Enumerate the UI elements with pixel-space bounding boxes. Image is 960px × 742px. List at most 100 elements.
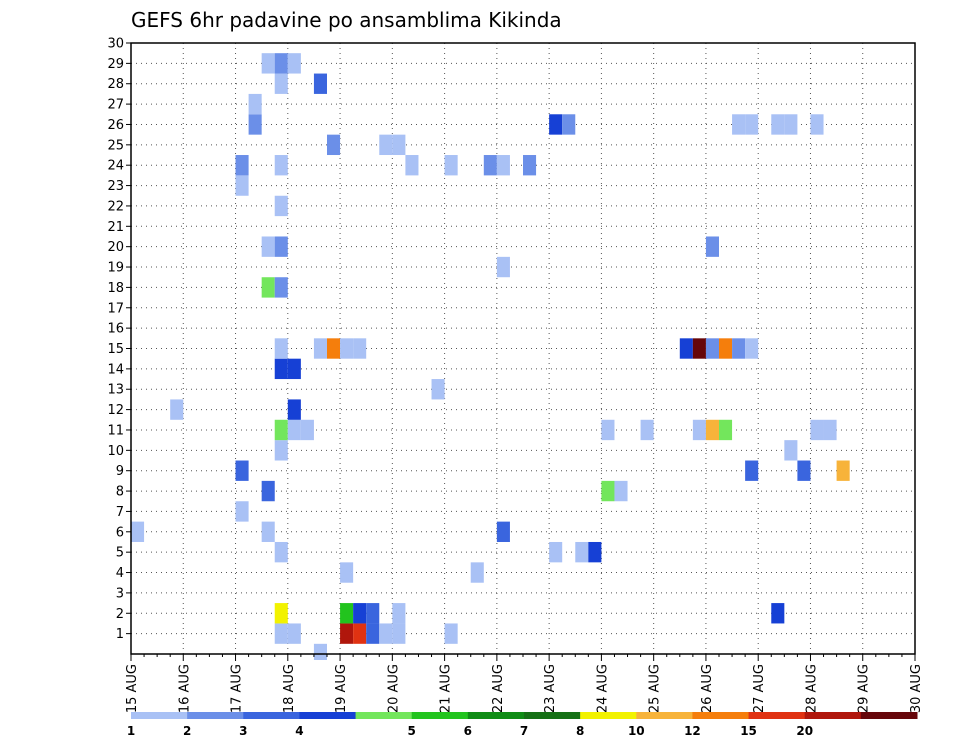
y-tick-label: 1 — [116, 627, 124, 642]
precip-cell — [562, 114, 576, 135]
x-tick-label: 27 AUG — [752, 664, 767, 713]
precip-cell — [614, 480, 628, 502]
precip-cell — [431, 379, 445, 400]
colorbar-segment — [467, 712, 525, 719]
colorbar-label: 5 — [408, 724, 416, 738]
precip-cell — [353, 623, 367, 644]
precip-cell — [483, 155, 497, 176]
precip-cell — [745, 114, 759, 135]
precip-cell — [784, 440, 798, 461]
precip-cell — [496, 155, 510, 176]
precip-cell — [549, 114, 563, 135]
precip-cell — [274, 358, 288, 380]
colorbar-label: 15 — [740, 724, 757, 738]
precip-cell — [274, 338, 288, 359]
precip-cell — [248, 114, 262, 135]
colorbar-segment — [411, 712, 469, 719]
y-tick-label: 28 — [107, 77, 124, 92]
precip-cell — [496, 521, 510, 542]
colorbar-segment — [692, 712, 750, 719]
colorbar-label: 1 — [127, 724, 135, 738]
x-tick-label: 22 AUG — [491, 664, 506, 713]
precip-cell — [287, 358, 301, 380]
x-tick-label: 25 AUG — [648, 664, 663, 713]
precip-cell — [771, 114, 785, 135]
precip-cell — [170, 399, 184, 420]
y-tick-label: 26 — [107, 118, 124, 133]
y-tick-label: 17 — [107, 301, 124, 316]
y-tick-label: 2 — [116, 607, 124, 622]
colorbar-label: 4 — [295, 724, 303, 738]
precip-cell — [719, 338, 733, 359]
precip-cell — [640, 419, 654, 441]
colorbar-segment — [131, 712, 188, 719]
colorbar-segment — [748, 712, 806, 719]
precip-cell — [287, 623, 301, 644]
precip-cell — [470, 562, 484, 583]
colorbar-segment — [243, 712, 300, 719]
precip-cell — [575, 541, 589, 563]
colorbar-segment — [187, 712, 244, 719]
y-tick-label: 8 — [116, 485, 124, 500]
colorbar-label: 6 — [464, 724, 472, 738]
x-axis-ticks: 15 AUG 16 AUG 17 AUG 18 AUG 19 AUG 20 AUG 21 A… — [125, 654, 924, 713]
precip-cell — [340, 623, 354, 644]
y-tick-label: 24 — [107, 159, 124, 174]
colorbar: 1 2 3 4 5 6 7 8 10 12 15 20 — [127, 712, 918, 738]
precip-cell — [366, 623, 380, 644]
precip-cell — [366, 603, 380, 624]
precip-cell — [601, 480, 615, 502]
y-tick-label: 25 — [107, 138, 124, 153]
precip-cell — [274, 73, 288, 94]
precip-cell — [601, 419, 615, 441]
y-tick-label: 16 — [107, 322, 124, 337]
y-tick-label: 11 — [107, 423, 124, 438]
precip-cell — [705, 419, 719, 441]
precip-cell — [549, 541, 563, 563]
precip-cell — [444, 155, 458, 176]
precip-cell — [692, 338, 706, 359]
precip-cell — [235, 155, 249, 176]
precip-cell — [745, 338, 759, 359]
precip-cell — [300, 419, 314, 441]
colorbar-segment — [860, 712, 918, 719]
precip-cell — [274, 603, 288, 624]
y-tick-label: 20 — [107, 240, 124, 255]
precip-cell — [274, 277, 288, 298]
precip-cell — [392, 603, 406, 624]
x-tick-label: 24 AUG — [595, 664, 610, 713]
y-tick-label: 13 — [107, 383, 124, 398]
precip-cell — [745, 460, 759, 481]
precip-cell — [274, 195, 288, 217]
y-tick-label: 12 — [107, 403, 124, 418]
x-tick-label: 29 AUG — [857, 664, 872, 713]
precip-cell — [523, 155, 537, 176]
precip-cell — [705, 236, 719, 257]
precip-cell — [261, 236, 275, 257]
y-tick-label: 10 — [107, 444, 124, 459]
precip-cell — [274, 419, 288, 441]
precip-cell — [327, 134, 341, 156]
precip-cell — [784, 114, 798, 135]
colorbar-segment — [355, 712, 413, 719]
precip-cell — [379, 134, 393, 156]
x-tick-label: 20 AUG — [386, 664, 401, 713]
y-tick-label: 29 — [107, 57, 124, 72]
y-tick-label: 19 — [107, 261, 124, 276]
y-tick-label: 27 — [107, 98, 124, 113]
precip-cell — [836, 460, 850, 481]
precip-cell — [248, 93, 262, 115]
precip-cell — [392, 623, 406, 644]
precip-cell — [705, 338, 719, 359]
y-tick-label: 7 — [116, 505, 124, 520]
colorbar-segment — [636, 712, 693, 719]
precip-cell — [679, 338, 693, 359]
precip-cell — [313, 643, 327, 660]
y-tick-label: 30 — [107, 37, 124, 52]
x-tick-label: 30 AUG — [909, 664, 924, 713]
precip-cell — [313, 73, 327, 94]
precip-cell — [235, 460, 249, 481]
y-tick-label: 4 — [116, 566, 124, 581]
precip-cell — [797, 460, 811, 481]
precip-cell — [405, 155, 419, 176]
